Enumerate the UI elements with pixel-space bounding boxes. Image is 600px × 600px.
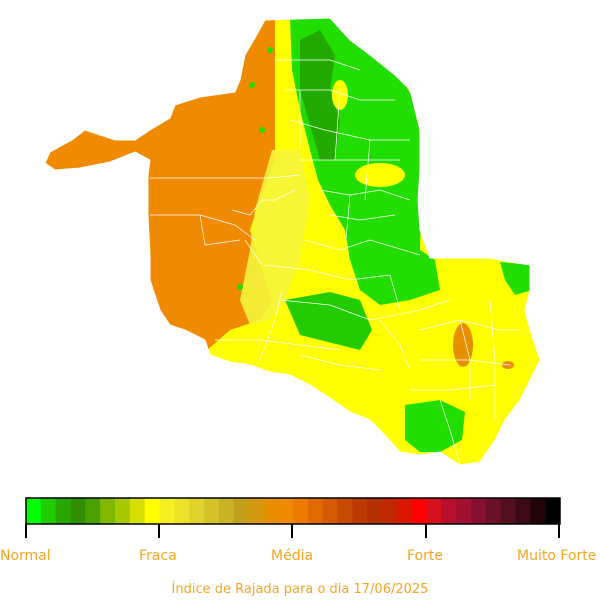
legend-swatch [129, 498, 146, 524]
legend-label-fraca: Fraca [139, 548, 177, 564]
rondonia-map [44, 17, 541, 466]
legend-swatch [278, 498, 294, 524]
legend-swatch [70, 498, 86, 524]
legend-label-forte: Forte [407, 548, 443, 564]
state-fill-layer [44, 17, 541, 466]
legend-swatch [218, 498, 235, 524]
legend-swatch [411, 498, 427, 524]
legend-ticks [25, 524, 560, 538]
legend-swatch [100, 498, 116, 524]
legend-label-media: Média [271, 548, 314, 564]
map-caption: Índice de Rajada para o dia 17/06/2025 [171, 582, 429, 597]
green-dot-4 [267, 47, 273, 53]
green-dot-3 [259, 127, 265, 133]
legend-swatch [55, 498, 71, 524]
legend-swatch [307, 498, 324, 524]
legend-swatches [26, 498, 561, 524]
legend-swatch [322, 498, 338, 524]
legend-label-muito-forte: Muito Forte [517, 548, 597, 564]
legend-swatch [159, 498, 175, 524]
legend-swatch [204, 498, 220, 524]
legend-swatch [500, 498, 516, 524]
green-dot-1 [237, 284, 243, 290]
yellow-blob-2 [332, 80, 348, 110]
legend-swatch [530, 498, 546, 524]
legend-swatch [248, 498, 264, 524]
legend-swatch [515, 498, 531, 524]
green-zone-north-2 [300, 30, 340, 160]
legend-swatch [441, 498, 457, 524]
legend-swatch [293, 498, 309, 524]
legend-swatch [263, 498, 279, 524]
legend-swatch [545, 498, 561, 524]
yellow-blob-1 [355, 163, 405, 187]
legend-swatch [471, 498, 487, 524]
yellow-blob-3 [345, 372, 365, 388]
legend-label-normal: Normal [0, 548, 51, 564]
legend-colorbar [25, 497, 561, 538]
legend-swatch [382, 498, 398, 524]
legend-swatch [456, 498, 472, 524]
legend-swatch [352, 498, 368, 524]
legend-swatch [144, 498, 160, 524]
legend-swatch [426, 498, 442, 524]
legend-swatch [26, 498, 42, 524]
orange-blob-east [453, 323, 473, 367]
green-zone-central [285, 292, 372, 350]
green-zone-east [500, 262, 532, 295]
green-zone-south [405, 400, 465, 452]
legend-swatch [367, 498, 383, 524]
legend-swatch [485, 498, 502, 524]
legend-swatch [396, 498, 413, 524]
legend-swatch [233, 498, 249, 524]
light-yellow-zone [240, 150, 310, 325]
green-dot-2 [249, 82, 255, 88]
legend-swatch [337, 498, 353, 524]
legend-swatch [115, 498, 131, 524]
legend-swatch [40, 498, 57, 524]
legend-swatch [189, 498, 205, 524]
municipal-borders [150, 59, 520, 465]
legend-swatch [85, 498, 101, 524]
legend-swatch [174, 498, 190, 524]
